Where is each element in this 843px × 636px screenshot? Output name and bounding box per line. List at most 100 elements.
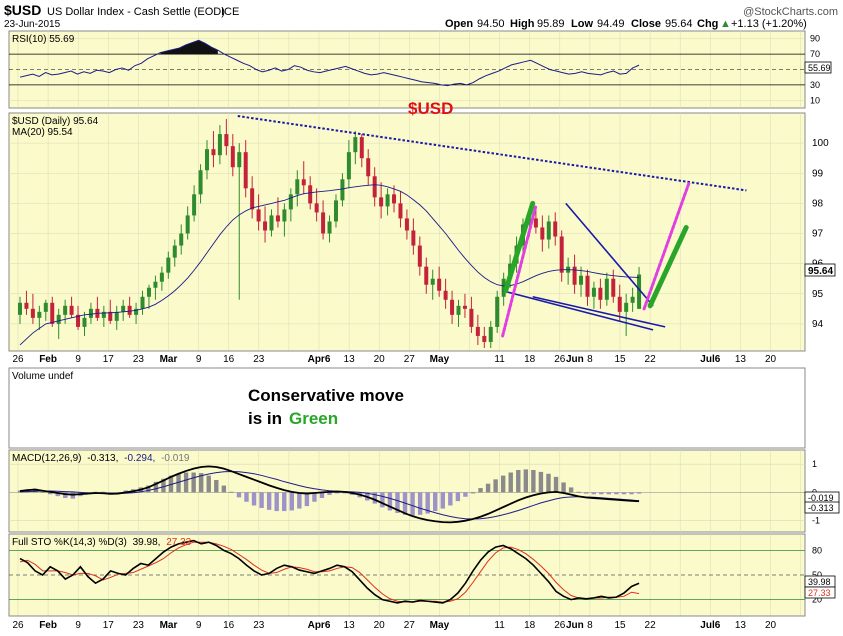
date-tick-label: 9 (196, 620, 202, 631)
macd-hist-bar (440, 492, 445, 509)
sto-d-tag (804, 586, 836, 599)
candle-up (456, 305, 461, 315)
price-value-tag (804, 263, 836, 277)
rsi-overbought-fill (160, 40, 218, 55)
candle-down (314, 203, 319, 213)
price-value-tag-text: 95.64 (808, 266, 833, 277)
macd-hist-bar (561, 482, 566, 493)
candle-down (308, 185, 313, 204)
candle-up (340, 179, 345, 201)
macd-tick-label: 1 (812, 459, 817, 469)
candle-down (559, 236, 564, 273)
date-tick-label: 11 (494, 620, 505, 631)
candle-up (237, 152, 242, 168)
date-tick-label: 20 (374, 620, 386, 631)
trendline-downtrend (237, 115, 747, 192)
date-tick-label: 23 (253, 620, 265, 631)
macd-hist-bar (516, 470, 521, 493)
macd-legend-prefix: MACD(12,26,9) (12, 453, 81, 464)
date-tick-label: May (430, 620, 450, 631)
candle-down (482, 335, 487, 342)
sto-k-tag-text: 39.98 (808, 577, 831, 587)
rsi-tick-label: 30 (810, 80, 820, 90)
price-legend-ma: MA(20) 95.54 (12, 127, 73, 138)
candle-down (450, 299, 455, 315)
macd-hist-bar (40, 491, 45, 493)
trendline-wedge-top (565, 202, 654, 307)
price-panel: 100999897969594 95.64 $USD (Daily) 95.64… (8, 99, 836, 352)
date-tick-label: Jul6 (700, 620, 720, 631)
sto-legend-k: 39.98, (133, 537, 161, 548)
macd-hist-bar (244, 492, 249, 502)
chart-date: 23-Jun-2015 (4, 19, 61, 30)
high-label: High (510, 18, 535, 30)
sto-tick-label: 80 (812, 545, 822, 555)
candle-up (121, 305, 126, 312)
rsi-gridlines (9, 31, 805, 108)
macd-hist-bar (206, 475, 211, 493)
macd-hist-tag-text: -0.019 (808, 493, 834, 503)
candle-up (288, 194, 293, 210)
date-tick-label: 8 (587, 620, 593, 631)
macd-hist-bar (312, 492, 317, 502)
date-tick-label: 26 (12, 354, 24, 365)
macd-hist-bar (334, 492, 340, 494)
price-tick-label: 97 (812, 229, 824, 240)
candle-down (275, 215, 280, 222)
ma20-line (19, 184, 640, 346)
macd-hist-bar (538, 471, 544, 493)
low-value: 94.49 (597, 18, 625, 30)
candle-down (108, 311, 113, 321)
candle-up (579, 275, 584, 285)
candle-up (159, 272, 164, 282)
macd-hist-bar (183, 472, 189, 493)
candle-up (488, 326, 493, 342)
candle-up (495, 296, 500, 327)
candle-up (18, 302, 22, 315)
trendline-wedge-bottom-inner (532, 295, 666, 328)
candle-up (134, 308, 139, 315)
candle-up (295, 179, 300, 195)
price-tick-label: 100 (812, 138, 829, 149)
macd-hist-bar (221, 485, 227, 493)
rsi-tick-label: 70 (810, 49, 820, 59)
candle-up (624, 302, 629, 312)
macd-hist-bar (546, 473, 551, 493)
candle-up (166, 257, 171, 273)
candle-down (50, 302, 55, 324)
date-tick-label: 22 (645, 620, 657, 631)
arrow-pink-projection (642, 180, 691, 311)
date-tick-label: May (430, 354, 450, 365)
date-tick-label: 23 (133, 354, 145, 365)
exchange-name: ICE (221, 6, 239, 18)
price-tick-label: 94 (812, 319, 824, 330)
arrow-green-projection (647, 224, 689, 309)
date-tick-label: 11 (494, 354, 505, 365)
stockcharts-watermark: @StockCharts.com (743, 6, 838, 18)
macd-hist-bar (387, 492, 393, 511)
candle-up (198, 170, 203, 195)
macd-legend-hist: -0.019 (161, 453, 190, 464)
date-axis-bottom: 26 Feb 9 17 23 Mar 9 16 23 Apr6 13 20 27 May 11 18 26 Jun… (9, 615, 805, 631)
candle-down (611, 278, 616, 297)
macd-hist-bar (636, 492, 642, 494)
candle-down (372, 176, 377, 198)
date-tick-label: 26 (554, 354, 566, 365)
symbol-title: $USD (4, 2, 41, 18)
date-tick-label: 17 (103, 354, 115, 365)
macd-hist-bar (478, 488, 483, 493)
date-tick-label: 18 (524, 620, 536, 631)
macd-hist-bar (236, 492, 242, 498)
candle-down (76, 314, 81, 327)
macd-hist-bar (100, 491, 106, 493)
candle-up (546, 221, 551, 240)
macd-hist-bar (198, 473, 204, 493)
macd-hist-bar (289, 492, 294, 511)
candle-down (256, 209, 261, 222)
macd-hist-bar (229, 491, 234, 493)
date-tick-label: Feb (39, 620, 57, 631)
candle-up (140, 296, 145, 309)
macd-value-tag-text: -0.313 (808, 503, 834, 513)
date-tick-label: 20 (765, 354, 777, 365)
